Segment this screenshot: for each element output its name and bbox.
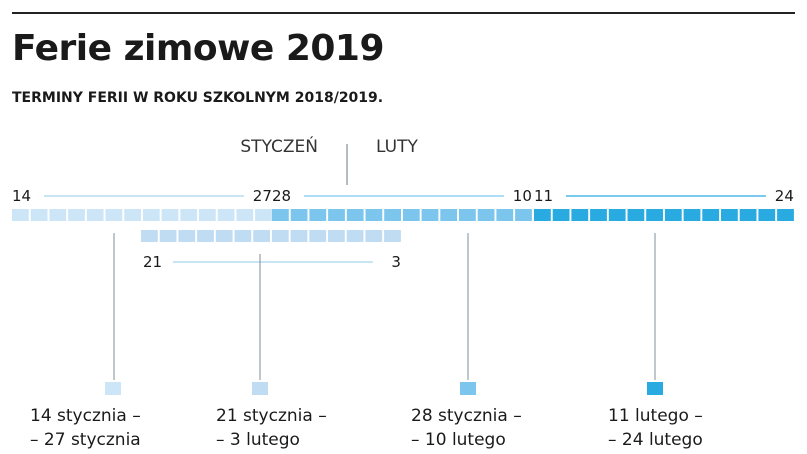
top-rule: [12, 12, 795, 14]
day-square: [421, 209, 439, 221]
day-square: [346, 230, 364, 242]
day-square: [180, 209, 198, 221]
day-square: [271, 230, 289, 242]
day-square: [199, 209, 216, 221]
period-label-line2: – 24 lutego: [608, 430, 703, 450]
day-square: [309, 209, 327, 221]
period-end-label: 3: [391, 253, 401, 271]
day-square: [365, 230, 383, 242]
period-start-label: 28: [272, 187, 291, 205]
day-square: [739, 209, 757, 221]
day-square: [30, 209, 48, 221]
day-square: [178, 230, 196, 242]
day-square: [255, 209, 272, 221]
day-square: [702, 209, 720, 221]
day-square: [215, 230, 233, 242]
day-square: [253, 230, 270, 242]
day-square: [197, 230, 214, 242]
day-square: [217, 209, 235, 221]
day-square: [86, 209, 104, 221]
day-square: [402, 209, 420, 221]
period-start-label: 21: [143, 253, 162, 271]
day-square: [552, 209, 570, 221]
day-square: [496, 209, 514, 221]
day-square: [290, 209, 308, 221]
day-square: [477, 209, 495, 221]
day-square: [664, 209, 682, 221]
day-square: [758, 209, 776, 221]
day-square: [777, 209, 794, 221]
day-square: [571, 209, 589, 221]
day-square: [141, 230, 158, 242]
periods-layer: 14 27 14 stycznia – – 27 stycznia 21 3 21 styc…: [12, 187, 794, 450]
period-start-label: 14: [12, 187, 31, 205]
month-label-january: STYCZEŃ: [240, 135, 318, 157]
period-end-label: 27: [253, 187, 272, 205]
day-square: [365, 209, 383, 221]
period-label-line1: 28 stycznia –: [411, 406, 522, 426]
day-square: [234, 230, 252, 242]
day-square: [290, 230, 308, 242]
day-square: [236, 209, 254, 221]
period-label-line2: – 3 lutego: [216, 430, 300, 450]
day-square: [161, 209, 179, 221]
period-start-label: 11: [534, 187, 553, 205]
day-square: [142, 209, 160, 221]
day-square: [346, 209, 364, 221]
period-label-line1: 21 stycznia –: [216, 406, 327, 426]
day-square: [627, 209, 645, 221]
day-square: [440, 209, 458, 221]
day-square: [515, 209, 532, 221]
page-subtitle: TERMINY FERII W ROKU SZKOLNYM 2018/2019.: [12, 90, 384, 106]
legend-swatch: [105, 382, 121, 395]
day-square: [459, 209, 476, 221]
day-square: [683, 209, 701, 221]
day-square: [534, 209, 551, 221]
day-square: [159, 230, 177, 242]
day-square: [328, 209, 345, 221]
period-end-label: 10: [513, 187, 532, 205]
day-square: [105, 209, 123, 221]
day-square: [124, 209, 141, 221]
day-square: [309, 230, 327, 242]
period-label-line1: 11 lutego –: [608, 406, 703, 426]
legend-swatch: [252, 382, 268, 395]
month-label-february: LUTY: [376, 137, 418, 157]
day-square: [272, 209, 289, 221]
period-label-line1: 14 stycznia –: [30, 406, 141, 426]
period-label-line2: – 27 stycznia: [30, 430, 141, 450]
legend-swatch: [460, 382, 476, 395]
day-square: [384, 230, 401, 242]
day-square: [12, 209, 29, 221]
day-square: [328, 230, 345, 242]
day-square: [646, 209, 663, 221]
page-title: Ferie zimowe 2019: [12, 28, 385, 69]
day-square: [721, 209, 738, 221]
legend-swatch: [647, 382, 663, 395]
period-label-line2: – 10 lutego: [411, 430, 506, 450]
day-square: [590, 209, 607, 221]
day-square: [49, 209, 67, 221]
day-square: [384, 209, 401, 221]
period-end-label: 24: [775, 187, 794, 205]
day-square: [68, 209, 85, 221]
day-square: [608, 209, 626, 221]
